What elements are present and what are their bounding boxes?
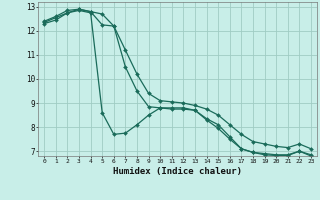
X-axis label: Humidex (Indice chaleur): Humidex (Indice chaleur) [113, 167, 242, 176]
